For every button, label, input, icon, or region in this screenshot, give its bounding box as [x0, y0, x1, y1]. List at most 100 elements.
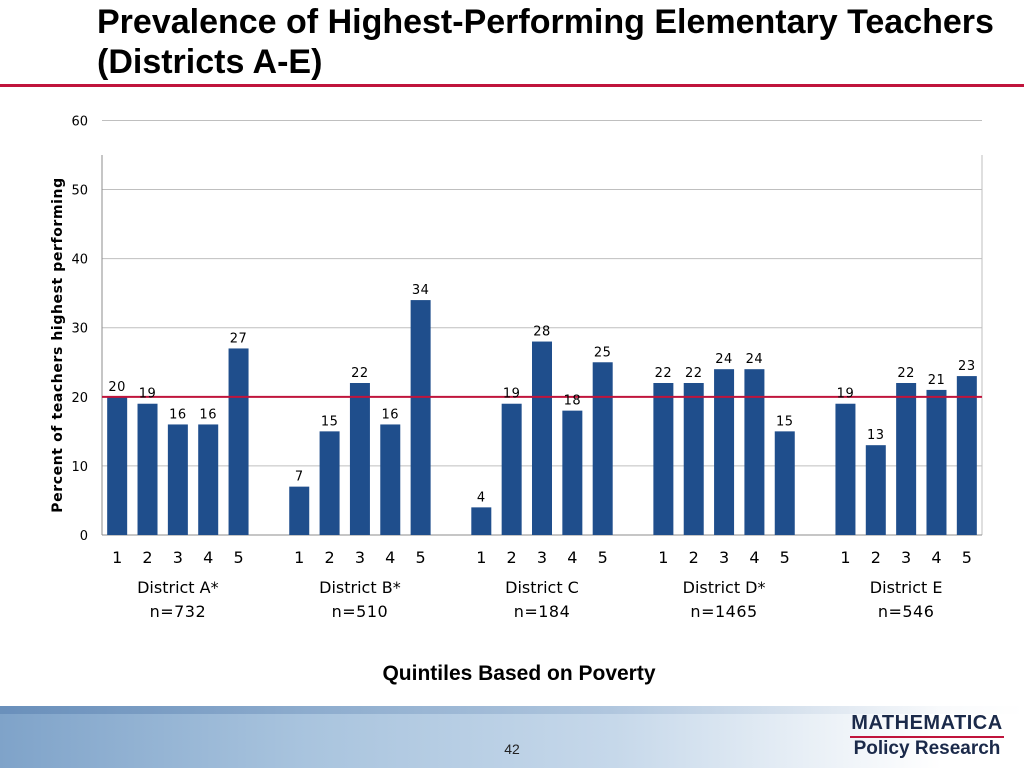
data-label: 13 [867, 428, 885, 443]
bar [501, 403, 522, 535]
data-label: 22 [655, 366, 673, 381]
title-rule [0, 84, 1024, 87]
x-tick-label: 4 [385, 548, 395, 567]
mathematica-logo: MATHEMATICA Policy Research [844, 712, 1010, 762]
y-axis-title: Percent of teachers highest performing [50, 177, 66, 512]
bar [865, 445, 886, 535]
group-n-label: n=732 [150, 602, 207, 621]
x-tick-label: 4 [203, 548, 213, 567]
group-name: District A* [137, 578, 219, 597]
x-tick-label: 1 [112, 548, 122, 567]
logo-subtitle: Policy Research [853, 738, 1001, 759]
group-name: District E [870, 578, 943, 597]
data-label: 15 [321, 414, 339, 429]
data-label: 23 [958, 359, 976, 374]
data-label: 7 [295, 470, 304, 485]
bar [198, 424, 219, 535]
data-label: 4 [477, 490, 486, 505]
bar [714, 369, 735, 535]
group-n-label: n=510 [332, 602, 389, 621]
group-name: District B* [319, 578, 401, 597]
bar [319, 431, 340, 535]
bar [653, 383, 674, 535]
x-axis-title: Quintiles Based on Poverty [382, 662, 655, 685]
data-label: 24 [715, 352, 733, 367]
bar [956, 376, 977, 535]
bar [410, 300, 431, 535]
x-tick-label: 5 [416, 548, 426, 567]
bar [380, 424, 401, 535]
data-label: 25 [594, 345, 612, 360]
x-tick-label: 3 [719, 548, 729, 567]
y-tick-label: 40 [71, 253, 88, 268]
y-tick-label: 60 [71, 114, 88, 129]
x-tick-label: 1 [476, 548, 486, 567]
x-tick-label: 4 [567, 548, 577, 567]
y-tick-label: 10 [71, 460, 88, 475]
bar [683, 383, 704, 535]
bar [137, 403, 158, 535]
x-tick-labels: 1 2 3 4 5 1 2 3 4 5 1 2 3 4 5 1 2 3 4 5 1 2 3 4 5 [112, 548, 972, 567]
x-tick-label: 1 [658, 548, 668, 567]
data-label: 22 [685, 366, 703, 381]
data-label: 21 [928, 373, 946, 388]
data-label: 22 [351, 366, 369, 381]
bar [289, 486, 310, 535]
page-number: 42 [504, 741, 520, 757]
data-label: 16 [382, 407, 400, 422]
x-tick-label: 4 [749, 548, 759, 567]
x-tick-label: 5 [780, 548, 790, 567]
data-label: 18 [564, 394, 582, 409]
x-tick-label: 2 [871, 548, 881, 567]
x-tick-label: 4 [931, 548, 941, 567]
bar [744, 369, 765, 535]
slide-title: Prevalence of Highest-Performing Element… [97, 3, 994, 81]
data-label: 27 [230, 331, 248, 346]
x-tick-label: 2 [689, 548, 699, 567]
logo-wordmark: MATHEMATICA [851, 712, 1003, 734]
y-tick-label: 30 [71, 322, 88, 337]
data-label: 16 [169, 407, 187, 422]
bar [774, 431, 795, 535]
data-label: 19 [503, 387, 521, 402]
bar [167, 424, 188, 535]
bar [532, 341, 552, 535]
bar [896, 383, 917, 535]
x-tick-label: 3 [173, 548, 183, 567]
x-tick-label: 3 [901, 548, 911, 567]
bar [107, 396, 128, 535]
data-label: 16 [199, 407, 217, 422]
x-tick-label: 5 [962, 548, 972, 567]
grid-lines [102, 119, 982, 467]
x-tick-label: 2 [324, 548, 334, 567]
group-n-label: n=546 [878, 602, 935, 621]
bar [349, 383, 370, 535]
data-label: 22 [897, 366, 915, 381]
y-tick-label: 0 [80, 529, 88, 544]
bar [592, 362, 613, 535]
data-label: 24 [746, 352, 764, 367]
data-label: 28 [533, 325, 551, 340]
y-tick-label: 20 [71, 391, 88, 406]
y-tick-label: 50 [71, 184, 88, 199]
group-n-label: n=184 [514, 602, 571, 621]
group-name: District C [505, 578, 579, 597]
logo-divider [850, 736, 1004, 738]
x-tick-label: 1 [294, 548, 304, 567]
group-n-label: n=1465 [690, 602, 757, 621]
group-name: District D* [683, 578, 766, 597]
data-label: 20 [108, 380, 126, 395]
data-label: 19 [139, 387, 157, 402]
data-label: 34 [412, 283, 430, 298]
data-label: 19 [837, 387, 855, 402]
x-tick-label: 2 [507, 548, 517, 567]
group-labels: District A* n=732 District B* n=510 District… [137, 578, 942, 621]
x-tick-label: 3 [537, 548, 547, 567]
data-label: 15 [776, 414, 794, 429]
x-tick-label: 1 [840, 548, 850, 567]
x-tick-label: 3 [355, 548, 365, 567]
x-tick-label: 5 [598, 548, 608, 567]
bar [471, 507, 492, 535]
bar [228, 348, 249, 535]
